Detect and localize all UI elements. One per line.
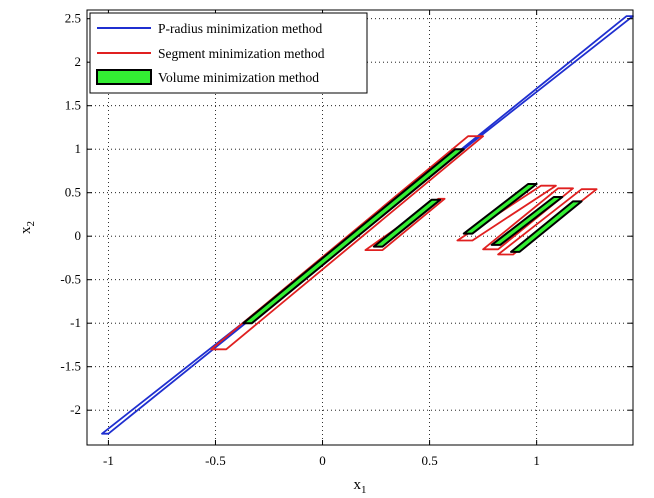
- x-tick-label: 0.5: [421, 453, 437, 468]
- y-axis-label-main: x: [18, 226, 34, 234]
- y-tick-label: -1.5: [60, 359, 81, 374]
- y-tick-label: 2.5: [65, 11, 81, 26]
- volume-set: [510, 200, 583, 253]
- y-tick-label: 1.5: [65, 98, 81, 113]
- plot-series: [101, 15, 634, 435]
- volume-set: [490, 196, 564, 246]
- series-2: [210, 135, 598, 351]
- series-3: [242, 148, 583, 325]
- x-axis-label: x1: [354, 477, 367, 496]
- y-tick-label: 0.5: [65, 185, 81, 200]
- y-tick-label: 0: [75, 228, 82, 243]
- legend: P-radius minimization method Segment min…: [89, 12, 368, 94]
- x-tick-label: 0: [319, 453, 326, 468]
- x-tick-label: 1: [533, 453, 540, 468]
- axis-ticks: -1 -0.5 0 0.5 1 -2 -1.5 -1 -0.5 0 0.5 1 1.5 2 2.5: [60, 10, 633, 468]
- legend-label-segment: Segment minimization method: [158, 46, 325, 61]
- y-axis-label: x2: [18, 221, 37, 234]
- y-tick-label: -0.5: [60, 272, 81, 287]
- volume-set: [242, 148, 465, 325]
- x-tick-label: -1: [103, 453, 114, 468]
- volume-set: [462, 183, 538, 235]
- legend-label-volume: Volume minimization method: [158, 70, 319, 85]
- y-tick-label: -1: [70, 315, 81, 330]
- x-axis-label-main: x: [354, 477, 362, 493]
- x-axis-label-sub: 1: [361, 484, 367, 496]
- segment-set: [456, 184, 557, 242]
- legend-label-p-radius: P-radius minimization method: [158, 21, 322, 36]
- legend-swatch-volume: [96, 69, 152, 85]
- segment-set: [482, 187, 574, 251]
- y-axis-label-sub: 2: [25, 221, 37, 227]
- segment-set: [210, 135, 485, 351]
- y-tick-label: 2: [75, 54, 82, 69]
- y-tick-label: -2: [70, 402, 81, 417]
- volume-set: [372, 198, 442, 248]
- plot-frame: [86, 9, 634, 446]
- y-tick-label: 1: [75, 141, 82, 156]
- x-tick-label: -0.5: [205, 453, 226, 468]
- segment-set: [497, 188, 598, 256]
